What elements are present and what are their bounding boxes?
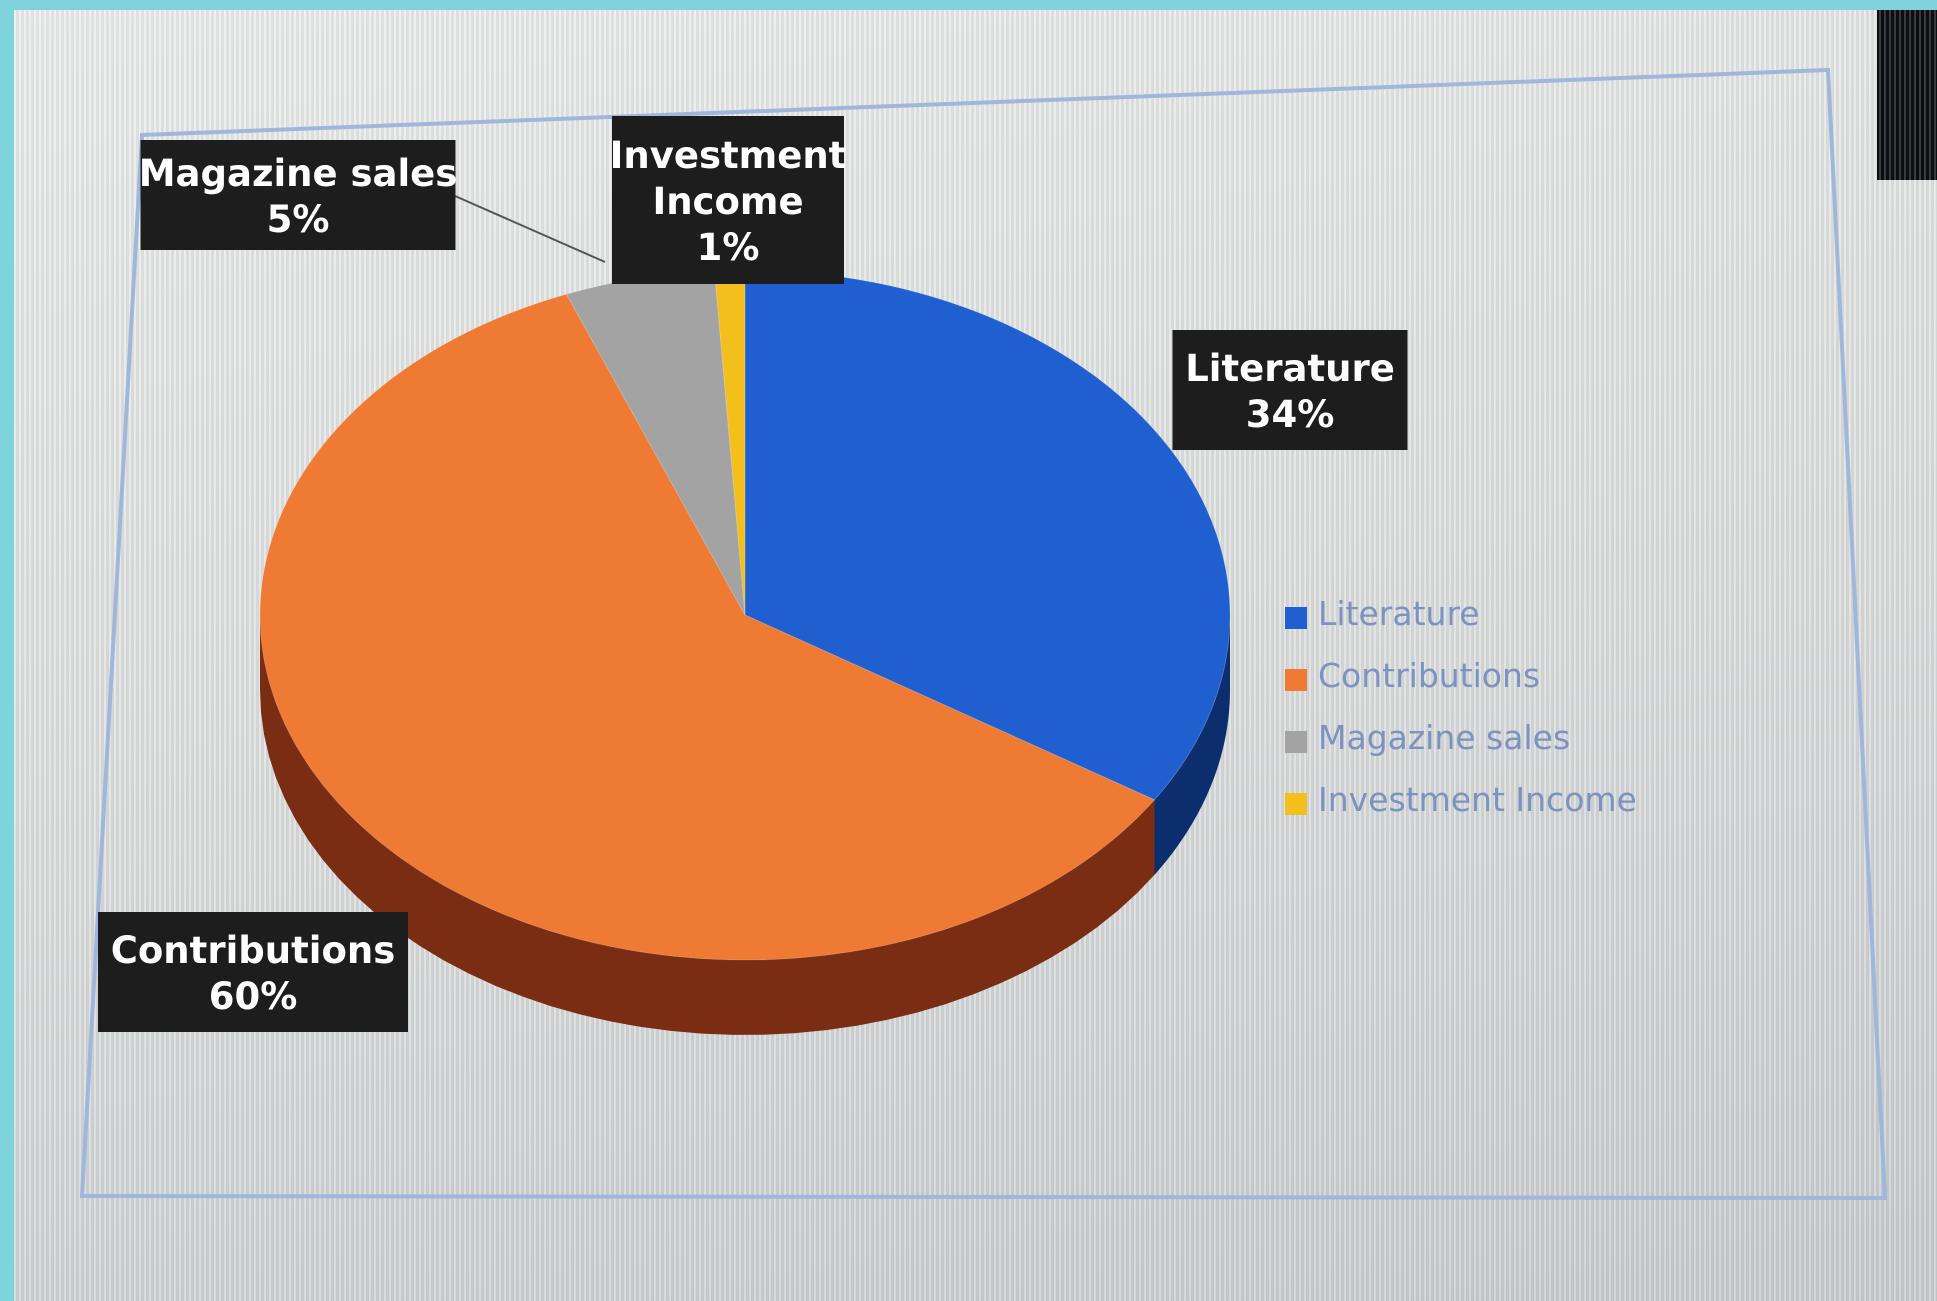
data-label-value: 60%: [209, 975, 298, 1018]
legend-label: Magazine sales: [1318, 718, 1570, 757]
legend-item-investment-income: Investment Income: [1285, 780, 1637, 819]
legend-swatch: [1285, 669, 1307, 691]
data-label-value: 34%: [1246, 393, 1335, 436]
monitor-bezel: [1877, 10, 1937, 180]
pie-side-literature: [1154, 615, 1230, 875]
chart-area-border: [79, 67, 1888, 1201]
data-label-box: [98, 912, 408, 1032]
pie-slice-literature: [744, 269, 1231, 801]
data-label-name: Magazine sales: [139, 152, 458, 195]
legend-swatch: [1285, 793, 1307, 815]
data-label-box: [612, 116, 844, 284]
legend: Literature Contributions Magazine sales Inv…: [1285, 594, 1637, 819]
pie-slice-contributions: [259, 293, 1156, 961]
data-label-name: Literature: [1185, 347, 1395, 390]
pie-sides: [260, 615, 1230, 1035]
data-label-name: Contributions: [111, 929, 396, 972]
legend-swatch: [1285, 607, 1307, 629]
legend-swatch: [1285, 731, 1307, 753]
legend-label: Contributions: [1318, 656, 1540, 695]
data-label-name: Investment: [610, 134, 847, 177]
legend-item-contributions: Contributions: [1285, 656, 1540, 695]
pie-slices: [259, 269, 1231, 961]
data-label-box: [140, 140, 456, 250]
legend-label: Investment Income: [1318, 780, 1637, 819]
data-label-value: 1%: [697, 226, 760, 269]
data-label-box: [1172, 330, 1408, 450]
leader-lines: [454, 195, 606, 263]
legend-label: Literature: [1318, 594, 1480, 633]
data-label-value: 5%: [267, 198, 330, 241]
pie-side-contributions: [260, 615, 1155, 1035]
data-label-name: Income: [652, 180, 803, 223]
legend-item-literature: Literature: [1285, 594, 1480, 633]
legend-item-magazine-sales: Magazine sales: [1285, 718, 1570, 757]
leader-line-magazine-sales: [454, 195, 606, 263]
